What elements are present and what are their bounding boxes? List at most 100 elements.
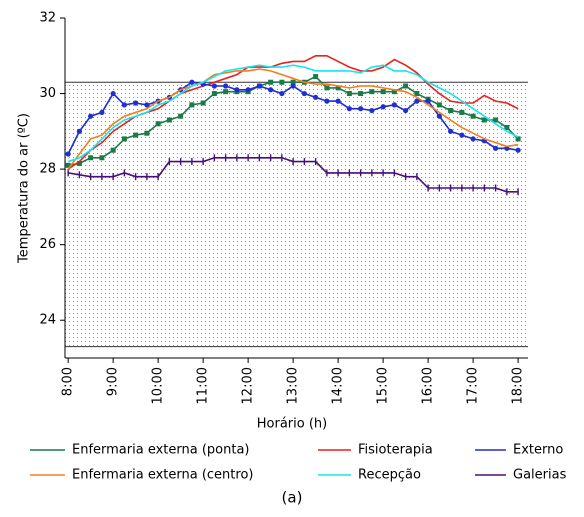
marker — [268, 79, 274, 85]
legend-label: Externo — [513, 443, 563, 458]
marker — [65, 162, 71, 168]
marker — [268, 87, 274, 93]
marker — [313, 94, 319, 100]
marker — [391, 89, 397, 95]
marker — [155, 121, 161, 127]
marker — [99, 109, 105, 116]
marker — [448, 108, 454, 114]
marker — [279, 79, 285, 85]
marker — [414, 91, 420, 97]
marker — [504, 125, 510, 131]
marker — [234, 87, 240, 93]
marker — [211, 83, 217, 89]
marker — [459, 109, 465, 115]
marker — [245, 87, 251, 93]
marker — [166, 117, 172, 123]
marker — [279, 90, 285, 97]
marker — [369, 89, 375, 95]
marker — [515, 147, 521, 153]
marker — [493, 145, 499, 151]
marker — [380, 104, 386, 110]
x-tick-label: 12:00 — [241, 367, 256, 404]
marker — [178, 113, 184, 119]
marker — [144, 102, 150, 108]
marker — [414, 98, 420, 104]
x-axis-label: Horário (h) — [257, 417, 327, 432]
series-line — [67, 68, 519, 170]
marker — [189, 102, 195, 108]
x-tick-label: 10:00 — [151, 367, 166, 404]
x-tick-label: 9:00 — [106, 367, 121, 396]
marker — [223, 83, 229, 89]
marker — [88, 113, 94, 119]
marker — [189, 79, 195, 85]
marker — [256, 83, 262, 89]
marker — [65, 151, 71, 157]
marker — [76, 160, 82, 166]
comfort-band — [65, 82, 528, 347]
y-tick-label: 26 — [39, 237, 56, 252]
x-tick-label: 18:00 — [511, 367, 526, 404]
marker — [470, 113, 476, 119]
marker — [121, 136, 127, 142]
x-tick-label: 15:00 — [376, 367, 391, 404]
y-axis-label: Temperatura do ar (ºC) — [17, 113, 32, 264]
marker — [110, 90, 116, 97]
series-line — [67, 64, 519, 163]
marker — [335, 98, 341, 104]
marker — [436, 113, 442, 119]
marker — [470, 136, 476, 142]
marker — [223, 89, 229, 95]
marker — [110, 147, 116, 153]
x-tick-label: 13:00 — [286, 367, 301, 404]
marker — [436, 102, 442, 108]
marker — [200, 100, 206, 106]
y-tick-label: 28 — [39, 162, 56, 177]
marker — [358, 91, 364, 97]
marker — [144, 130, 150, 136]
marker — [133, 132, 139, 138]
marker — [121, 102, 127, 108]
marker — [324, 85, 330, 91]
marker — [459, 132, 465, 138]
marker — [335, 85, 341, 91]
x-tick-label: 8:00 — [61, 367, 76, 396]
marker — [481, 117, 487, 123]
marker — [391, 102, 397, 108]
marker — [380, 89, 386, 95]
marker — [88, 155, 94, 161]
legend-label: Fisioterapia — [358, 443, 433, 458]
x-tick-label: 11:00 — [196, 367, 211, 404]
caption: (a) — [282, 489, 303, 507]
marker — [290, 79, 296, 85]
marker — [99, 155, 105, 161]
legend-label: Enfermaria externa (ponta) — [72, 443, 250, 458]
x-tick-label: 16:00 — [421, 367, 436, 404]
x-tick-label: 17:00 — [466, 367, 481, 404]
marker — [358, 106, 364, 112]
marker — [211, 91, 217, 97]
marker — [76, 128, 82, 134]
marker — [515, 136, 521, 142]
legend-label: Recepção — [358, 468, 421, 483]
marker — [290, 83, 296, 89]
marker — [346, 106, 352, 112]
marker — [425, 98, 431, 104]
legend-label: Galerias — [513, 468, 567, 483]
marker — [448, 128, 454, 134]
marker — [346, 91, 352, 97]
y-tick-label: 32 — [39, 11, 56, 26]
marker — [133, 100, 139, 106]
marker — [313, 74, 319, 80]
marker — [301, 90, 307, 97]
legend-label: Enfermaria externa (centro) — [72, 468, 253, 483]
marker — [403, 107, 409, 114]
x-tick-label: 14:00 — [331, 367, 346, 404]
y-tick-label: 24 — [39, 313, 56, 328]
marker — [369, 107, 375, 114]
y-tick-label: 30 — [39, 86, 56, 101]
marker — [324, 98, 330, 104]
marker — [403, 83, 409, 89]
marker — [493, 117, 499, 123]
